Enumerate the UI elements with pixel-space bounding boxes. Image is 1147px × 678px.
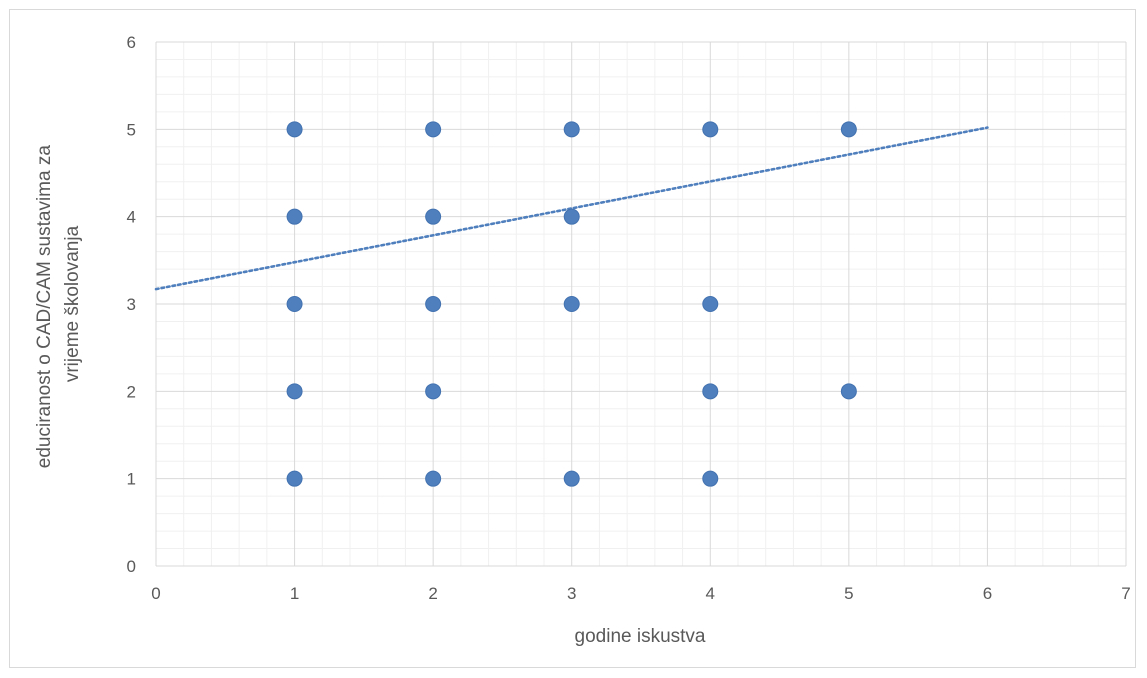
data-point <box>840 383 857 400</box>
x-tick-label: 3 <box>567 584 576 603</box>
data-points <box>286 121 857 487</box>
x-tick-label: 5 <box>844 584 853 603</box>
data-point <box>563 296 580 312</box>
data-point <box>425 208 442 225</box>
data-point <box>563 121 580 138</box>
data-point <box>702 470 719 487</box>
data-point <box>425 296 442 312</box>
data-point <box>286 208 303 225</box>
y-axis-title: educiranost o CAD/CAM sustavima za vrije… <box>34 140 83 468</box>
data-point <box>702 296 719 312</box>
trendline-layer <box>154 126 989 291</box>
y-tick-label: 1 <box>127 470 136 489</box>
x-tick-label: 7 <box>1121 584 1130 603</box>
data-point <box>702 121 719 138</box>
data-point <box>425 470 442 487</box>
x-tick-label: 0 <box>151 584 160 603</box>
x-tick-label: 1 <box>290 584 299 603</box>
data-point <box>563 208 580 225</box>
data-point <box>286 470 303 487</box>
y-axis-title-line-1: educiranost o CAD/CAM sustavima za <box>34 145 55 469</box>
y-tick-label: 0 <box>127 557 136 576</box>
x-axis-tick-labels: 0 1 2 3 4 5 6 7 <box>151 584 1130 603</box>
y-tick-label: 2 <box>127 382 136 401</box>
y-axis-tick-labels: 0 1 2 3 4 5 6 <box>127 33 136 576</box>
data-point <box>702 383 719 400</box>
x-tick-label: 4 <box>706 584 715 603</box>
data-point <box>425 383 442 400</box>
data-point <box>286 296 303 312</box>
x-axis-title: godine iskustva <box>575 626 706 647</box>
y-tick-label: 6 <box>127 33 136 52</box>
y-axis-title-line-2: vrijeme školovanja <box>62 225 83 382</box>
data-point <box>425 121 442 138</box>
y-tick-label: 4 <box>127 208 136 227</box>
x-tick-label: 2 <box>428 584 437 603</box>
data-point <box>286 383 303 400</box>
data-point <box>563 470 580 487</box>
data-point <box>840 121 857 138</box>
y-tick-label: 3 <box>127 295 136 314</box>
y-tick-label: 5 <box>127 120 136 139</box>
trendline <box>154 126 989 291</box>
x-tick-label: 6 <box>983 584 992 603</box>
data-point <box>286 121 303 138</box>
